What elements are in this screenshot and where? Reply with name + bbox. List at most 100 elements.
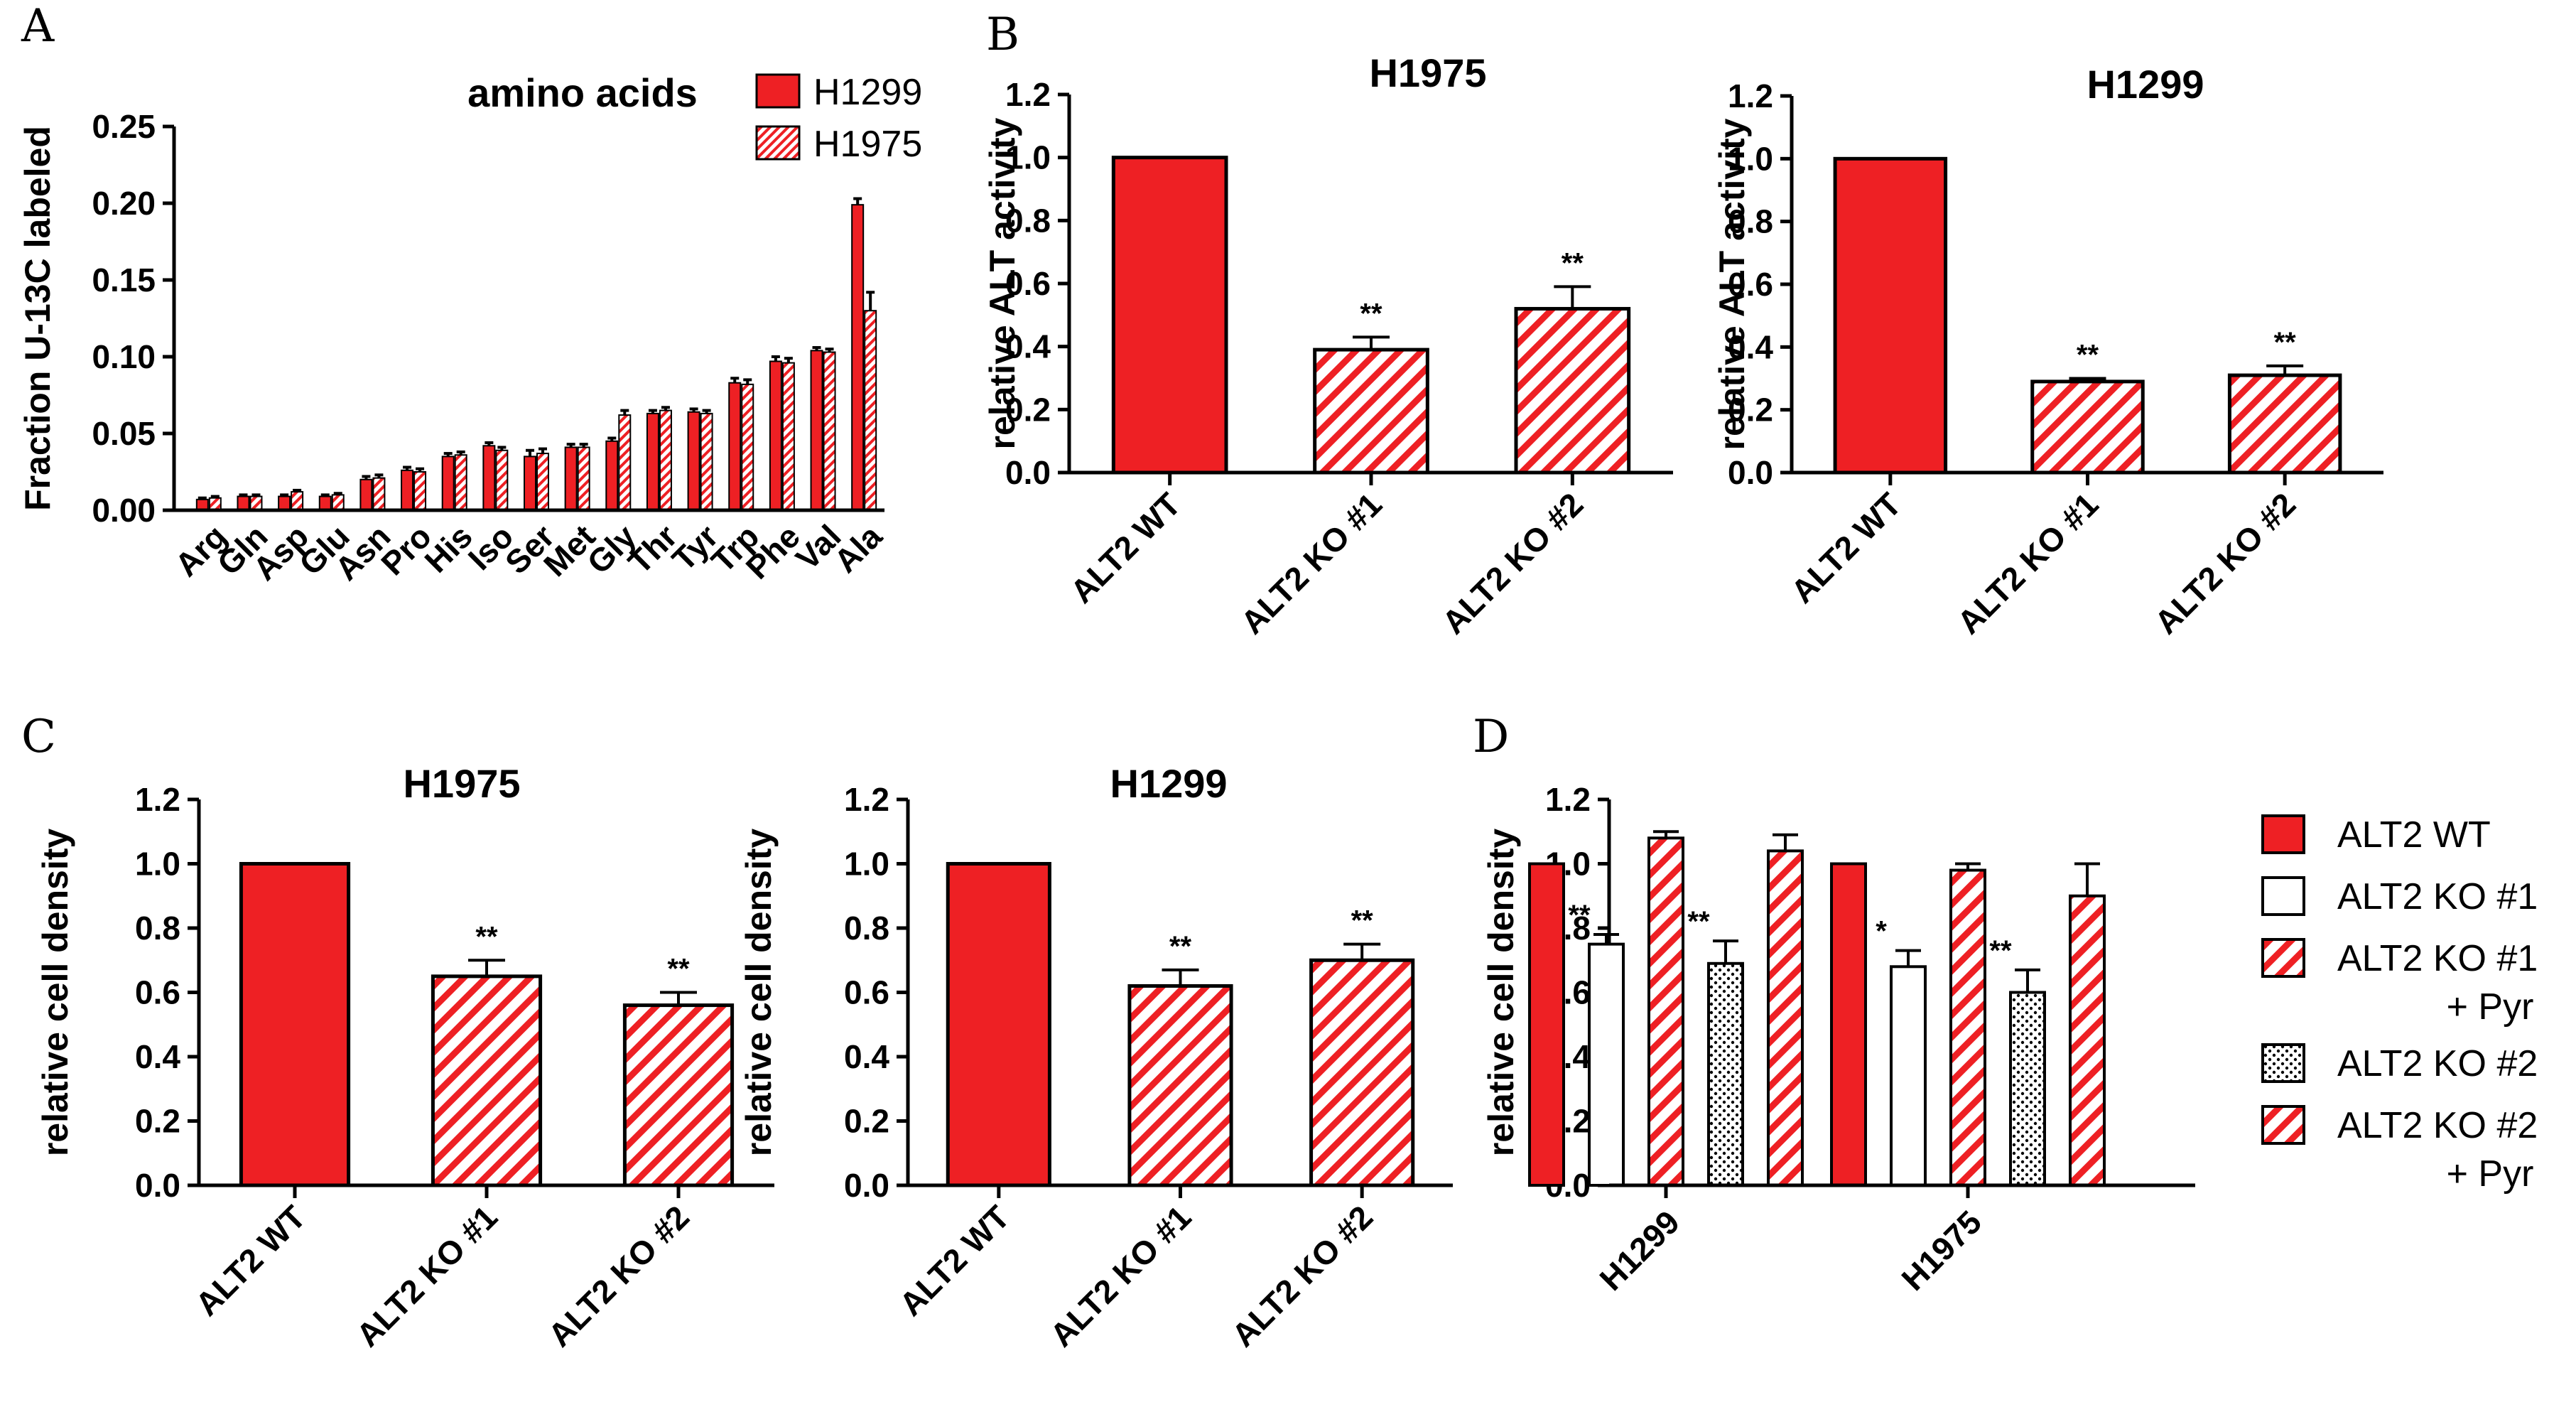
chart-b1-bar — [1313, 347, 1429, 475]
chart-c2-significance: ** — [1351, 905, 1374, 937]
chart-d-legend-label: ALT2 KO #1 — [2337, 876, 2538, 917]
chart-c1-x-tick-label: ALT2 KO #1 — [349, 1198, 504, 1354]
chart-a-bar — [454, 454, 467, 511]
chart-a-bar — [401, 469, 414, 512]
chart-b2-x-tick-label: ALT2 KO #1 — [1950, 485, 2106, 641]
chart-a-bar — [864, 310, 877, 511]
chart-d-legend-label: ALT2 KO #2 — [2337, 1105, 2538, 1146]
chart-c2-y-tick-label: 0.8 — [844, 910, 889, 947]
chart-c2-title: H1299 — [1110, 761, 1227, 806]
chart-c-h1975: 0.0 0.2 0.4 0.6 0.8 1.0 1.2 relative cell densi… — [36, 761, 774, 1354]
chart-b2-title: H1299 — [2087, 62, 2204, 107]
chart-b2-y-axis-label: relative ALT activity — [1712, 118, 1752, 450]
chart-b2-y-tick-label: 1.2 — [1728, 77, 1773, 114]
chart-a-bar — [605, 440, 619, 511]
chart-a-bar — [278, 495, 291, 511]
chart-c1-significance: ** — [667, 954, 690, 985]
chart-c1-y-axis-label: relative cell density — [36, 829, 75, 1157]
chart-a-bar — [208, 497, 222, 511]
panel-label-b: B — [986, 9, 1019, 61]
chart-d-significance: ** — [1568, 900, 1591, 931]
chart-d-bar — [2009, 991, 2046, 1187]
chart-c1-title: H1975 — [403, 761, 520, 806]
chart-c1-y-tick-label: 0.6 — [135, 974, 180, 1011]
chart-b-h1299: 0.0 0.2 0.4 0.6 0.8 1.0 1.2 relative ALT activi… — [1712, 62, 2383, 641]
panel-label-a: A — [21, 0, 55, 53]
chart-b1-title: H1975 — [1369, 50, 1486, 95]
chart-d-legend-label: ALT2 KO #1 — [2337, 938, 2538, 979]
chart-b1-x-tick-label: ALT2 KO #1 — [1233, 485, 1389, 641]
chart-a-bar — [823, 351, 836, 511]
chart-c1-bar — [239, 862, 351, 1187]
chart-d-significance: ** — [1989, 935, 2012, 966]
chart-a-bar — [359, 478, 373, 511]
chart-d-legend-label-line2: + Pyr — [2447, 986, 2534, 1028]
chart-d-x-tick-label: H1299 — [1592, 1203, 1687, 1298]
chart-a-title: amino acids — [467, 70, 698, 115]
chart-d-y-tick-label: 1.2 — [1545, 781, 1591, 818]
chart-b1-y-tick-label: 0.2 — [1005, 391, 1051, 428]
chart-b2-y-tick-label: 0.0 — [1728, 454, 1773, 491]
chart-c1-y-tick-label: 0.2 — [135, 1103, 180, 1140]
chart-a-bar — [441, 456, 455, 512]
chart-a: 0.00 0.05 0.10 0.15 0.20 0.25 Fraction U-13C l… — [18, 70, 922, 588]
chart-a-bar — [781, 362, 795, 512]
chart-c2-y-tick-label: 0.4 — [844, 1038, 889, 1075]
chart-a-bar — [577, 446, 590, 511]
chart-d-bar — [1588, 942, 1625, 1187]
chart-a-x-tick-label: Ala — [827, 517, 889, 580]
chart-c2-x-tick-label: ALT2 KO #2 — [1225, 1198, 1380, 1354]
chart-a-y-axis-label: Fraction U-13C labeled — [18, 126, 58, 511]
chart-b1-y-tick-label: 1.0 — [1005, 139, 1051, 176]
chart-a-bar — [524, 456, 536, 512]
chart-b2-y-tick-label: 0.2 — [1728, 392, 1773, 429]
chart-c1-x-tick-label: ALT2 KO #2 — [541, 1198, 696, 1354]
chart-a-bar — [728, 382, 742, 511]
chart-c2-y-tick-label: 0.0 — [844, 1167, 889, 1204]
chart-b1-bar — [1514, 306, 1631, 475]
chart-c1-y-tick-label: 1.2 — [135, 781, 180, 818]
chart-a-y-tick-label: 0.10 — [92, 338, 156, 375]
chart-d-legend-label: ALT2 WT — [2337, 814, 2491, 856]
chart-c2-bar — [1309, 958, 1415, 1187]
chart-b1-x-tick-label: ALT2 KO #2 — [1435, 485, 1591, 641]
chart-d-bar — [2069, 894, 2106, 1187]
chart-c2-x-tick-label: ALT2 KO #1 — [1043, 1198, 1198, 1354]
chart-c2-x-tick-label: ALT2 WT — [892, 1198, 1017, 1322]
chart-c2-bar — [1127, 983, 1233, 1187]
chart-c2-bar — [946, 862, 1051, 1187]
chart-b2-bar — [2227, 373, 2342, 475]
chart-d-significance: ** — [1687, 906, 1710, 937]
chart-b1-y-tick-label: 0.4 — [1005, 328, 1051, 365]
chart-b1-y-tick-label: 0.0 — [1005, 454, 1051, 491]
chart-c1-bar — [431, 974, 543, 1187]
chart-a-legend-label: H1975 — [813, 124, 922, 165]
chart-b1-y-axis-label: relative ALT activity — [983, 117, 1022, 449]
panel-label-d: D — [1473, 711, 1509, 763]
chart-d-legend-swatch — [2261, 1043, 2305, 1083]
chart-d-legend-swatch — [2261, 1105, 2305, 1145]
chart-a-bar — [687, 411, 700, 512]
chart-b1-y-tick-label: 0.8 — [1005, 202, 1051, 239]
panel-label-c: C — [21, 711, 56, 763]
chart-b1-y-tick-label: 0.6 — [1005, 265, 1051, 302]
chart-c1-y-tick-label: 1.0 — [135, 846, 180, 883]
chart-a-legend-swatch — [755, 73, 801, 109]
chart-d-legend-swatch — [2261, 876, 2305, 916]
chart-a-bar — [291, 491, 304, 512]
chart-a-bar — [249, 495, 263, 511]
chart-a-bar — [413, 471, 427, 511]
chart-b1-significance: ** — [1360, 298, 1382, 329]
chart-a-bar — [741, 383, 754, 511]
chart-c2-y-tick-label: 0.6 — [844, 974, 889, 1011]
chart-d-significance: * — [1876, 916, 1887, 947]
chart-c-h1299: 0.0 0.2 0.4 0.6 0.8 1.0 1.2 relative cell densi… — [739, 761, 1453, 1354]
chart-b2-x-tick-label: ALT2 KO #2 — [2148, 485, 2303, 641]
chart-c1-bar — [622, 1003, 735, 1187]
chart-a-bar — [851, 204, 865, 511]
chart-c2-y-axis-label: relative cell density — [739, 829, 779, 1157]
chart-a-y-tick-label: 0.05 — [92, 415, 156, 452]
chart-a-bar — [564, 446, 578, 511]
